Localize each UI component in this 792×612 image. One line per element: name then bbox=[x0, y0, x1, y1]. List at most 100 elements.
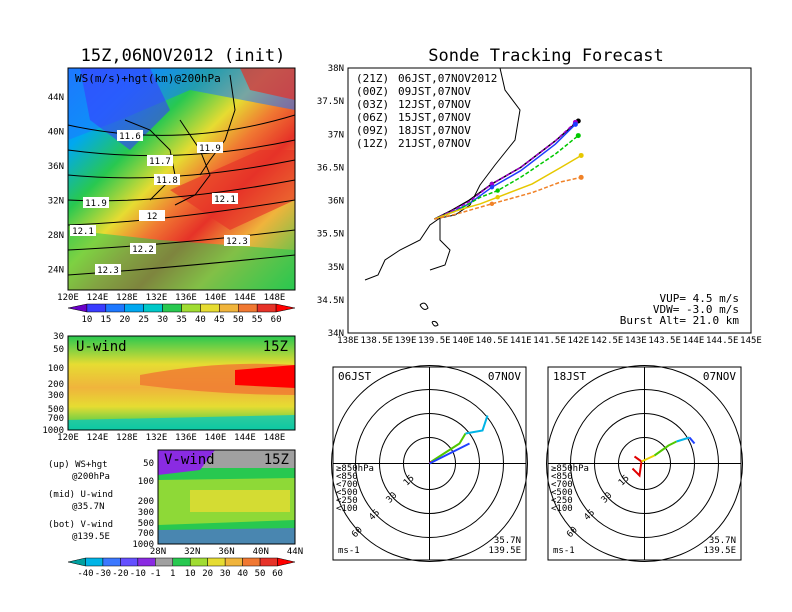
wind-colorbar-tick: 60 bbox=[272, 569, 283, 579]
hodograph-trace bbox=[429, 442, 470, 465]
map-lon-tick: 140E bbox=[205, 293, 227, 303]
map-lat-ticks: 44N 40N 36N 32N 28N 24N bbox=[48, 93, 64, 276]
track-lon-tick: 140E bbox=[452, 336, 474, 346]
track-legend-z: (03Z) bbox=[356, 98, 389, 111]
wind-colorbar-swatch bbox=[102, 557, 121, 567]
ws-colorbar-swatch bbox=[238, 303, 258, 313]
map-lon-tick: 136E bbox=[175, 293, 197, 303]
hodograph-level: <250 bbox=[336, 496, 358, 506]
track-param: VDW= -3.0 m/s bbox=[653, 303, 739, 316]
contour-label-bg bbox=[139, 210, 165, 221]
hodograph-trace bbox=[676, 436, 690, 443]
uwind-p-tick: 500 bbox=[48, 405, 64, 415]
track-lon-tick: 143E bbox=[625, 336, 647, 346]
hodograph-lat: 35.7N bbox=[709, 536, 736, 546]
contour-label: 12.1 bbox=[214, 195, 236, 205]
uwind-p-tick: 30 bbox=[53, 332, 64, 342]
legend-note-title: (up) WS+hgt bbox=[48, 460, 108, 470]
legend-note-sub: @200hPa bbox=[72, 472, 110, 482]
ws-colorbar-tick: 40 bbox=[195, 315, 206, 325]
contour-label-bg bbox=[224, 235, 250, 246]
map-lat-tick: 28N bbox=[48, 231, 64, 241]
track-legend-time: 06JST,07NOV2012 bbox=[398, 72, 497, 85]
ws-colorbar-swatch bbox=[124, 303, 144, 313]
uwind-lon-tick: 124E bbox=[87, 433, 109, 443]
vwind-lat-ticks: 28N 32N 36N 40N 44N bbox=[150, 547, 303, 557]
wind-colorbar: -40 -30 -20 -10 -1 1 10 20 30 40 50 60 bbox=[67, 557, 296, 579]
uwind-p-tick: 1000 bbox=[42, 426, 64, 436]
contour-label: 11.8 bbox=[156, 176, 178, 186]
ws-colorbar-tick: 20 bbox=[119, 315, 130, 325]
track-lon-tick: 139.5E bbox=[418, 336, 451, 346]
track-legend-z: (00Z) bbox=[356, 85, 389, 98]
wind-colorbar-tick: 20 bbox=[202, 569, 213, 579]
track-param: Burst Alt= 21.0 km bbox=[620, 314, 740, 327]
ws-colorbar-swatch bbox=[105, 303, 125, 313]
hodograph-date: 07NOV bbox=[488, 370, 521, 383]
contour-label: 12.1 bbox=[72, 227, 94, 237]
hodograph-date: 07NOV bbox=[703, 370, 736, 383]
wind-colorbar-tick: -40 bbox=[77, 569, 93, 579]
hodograph-lat: 35.7N bbox=[494, 536, 521, 546]
ws-colorbar-swatch bbox=[86, 303, 107, 313]
vwind-lat-tick: 36N bbox=[218, 547, 234, 557]
vwind-time: 15Z bbox=[264, 452, 289, 468]
wind-colorbar-tick: -30 bbox=[95, 569, 111, 579]
hodograph-time: 18JST bbox=[553, 370, 586, 383]
track-lon-tick: 145E bbox=[740, 336, 762, 346]
wind-colorbar-tick: -1 bbox=[150, 569, 161, 579]
vwind-lat-tick: 28N bbox=[150, 547, 166, 557]
track-legend-time: 09JST,07NOV bbox=[398, 85, 471, 98]
track-lon-tick: 141E bbox=[510, 336, 532, 346]
hodograph-level: <250 bbox=[551, 496, 573, 506]
vwind-p-tick: 700 bbox=[138, 529, 154, 539]
wind-colorbar-swatch bbox=[224, 557, 243, 567]
uwind-panel: U-wind 15Z bbox=[67, 335, 296, 431]
contour-label-bg bbox=[212, 193, 238, 204]
ws-colorbar-swatch bbox=[200, 303, 220, 313]
hodograph-level: <850 bbox=[551, 472, 573, 482]
hodograph-level: <500 bbox=[551, 488, 573, 498]
contour-label: 11.7 bbox=[149, 157, 171, 167]
uwind-p-tick: 50 bbox=[53, 345, 64, 355]
track-end-point bbox=[578, 152, 584, 158]
uwind-p-tick: 100 bbox=[48, 364, 64, 374]
wind-colorbar-swatch bbox=[277, 557, 296, 567]
wind-colorbar-tick: 1 bbox=[170, 569, 175, 579]
track-lat-tick: 38N bbox=[328, 64, 344, 74]
wind-colorbar-tick: 40 bbox=[237, 569, 248, 579]
uwind-lon-ticks: 120E 124E 128E 132E 136E 140E 144E 148E bbox=[57, 433, 285, 443]
left-title: 15Z,06NOV2012 (init) bbox=[81, 46, 286, 66]
track-legend-z: (06Z) bbox=[356, 111, 389, 124]
contour-label-bg bbox=[83, 197, 109, 208]
hodograph-trace bbox=[465, 415, 489, 435]
contour-label-bg bbox=[130, 243, 156, 254]
map-lon-tick: 124E bbox=[87, 293, 109, 303]
track-legend-time: 21JST,07NOV bbox=[398, 137, 471, 150]
map-lon-tick: 148E bbox=[264, 293, 286, 303]
hodograph-ring bbox=[546, 365, 743, 562]
tracking-legend: (21Z) 06JST,07NOV2012 (00Z) 09JST,07NOV (03Z… bbox=[356, 72, 497, 150]
track-lon-tick: 144E bbox=[683, 336, 705, 346]
track-lon-tick: 144.5E bbox=[706, 336, 739, 346]
ws-colorbar-tick: 30 bbox=[157, 315, 168, 325]
hodograph-level: <100 bbox=[551, 504, 573, 514]
wind-colorbar-swatch bbox=[137, 557, 156, 567]
ws-colorbar-tick: 55 bbox=[252, 315, 263, 325]
uwind-lon-tick: 128E bbox=[116, 433, 138, 443]
track-lat-tick: 34.5N bbox=[317, 296, 344, 306]
hodograph-level: <700 bbox=[336, 480, 358, 490]
wind-colorbar-tick: 30 bbox=[220, 569, 231, 579]
contour-label-bg bbox=[70, 225, 96, 236]
tracking-tracks bbox=[434, 118, 584, 220]
track-lon-tick: 139E bbox=[395, 336, 417, 346]
tracking-lat-ticks: 38N 37.5N 37N 36.5N 36N 35.5N 35N 34.5N 34N bbox=[317, 64, 344, 339]
hodograph-level: ≥850hPa bbox=[336, 464, 374, 474]
contour-label-bg bbox=[117, 130, 143, 141]
legend-note-sub: @35.7N bbox=[72, 502, 105, 512]
ws-colorbar-swatch bbox=[275, 303, 296, 313]
